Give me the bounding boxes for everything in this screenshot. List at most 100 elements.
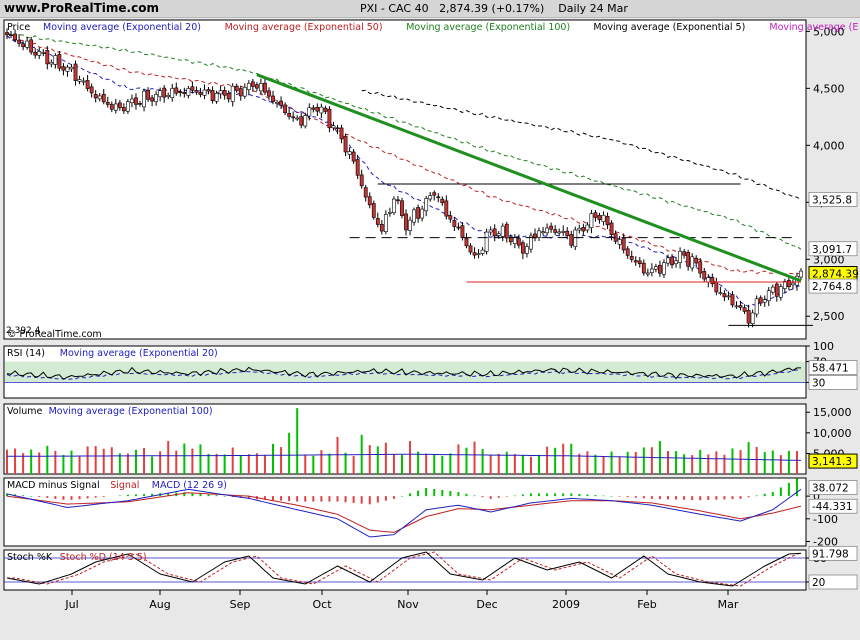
stoch-k-line <box>6 551 802 587</box>
candle-body <box>33 51 38 56</box>
macd-hist-bar <box>787 482 790 497</box>
candle-body <box>287 113 292 117</box>
chart-canvas: 2,5003,0003,5004,0004,5005,000PriceMovin… <box>3 19 859 611</box>
candle-body <box>121 107 126 112</box>
value-tag-label: 2,874.39 <box>812 269 859 281</box>
volume-bar <box>86 446 89 474</box>
candle-body <box>710 276 715 285</box>
macd-hist-bar <box>473 495 476 497</box>
candle-body <box>230 85 235 102</box>
candle-body <box>259 83 263 92</box>
candle-body <box>263 82 267 93</box>
macd-hist-bar <box>22 495 25 497</box>
candle-body <box>351 151 356 162</box>
candle-body <box>250 81 255 87</box>
value-tag-macd <box>808 480 858 495</box>
candle-body <box>484 231 489 252</box>
volume-bar <box>175 450 178 474</box>
macd-hist-bar <box>86 496 89 499</box>
candle-body <box>589 213 594 228</box>
volume-bar <box>666 451 669 474</box>
macd-hist-bar <box>288 496 291 502</box>
macd-hist-bar <box>272 496 275 501</box>
legend-entry: Moving average (Exponential 100) <box>49 406 213 417</box>
volume-bar <box>151 456 154 474</box>
ema-line <box>6 35 802 275</box>
candle-body <box>109 104 114 110</box>
volume-ma-line <box>7 453 802 461</box>
candle-body <box>488 229 493 233</box>
candle-body <box>690 256 695 269</box>
volume-bar <box>336 436 339 474</box>
macd-hist-bar <box>102 496 105 497</box>
macd-hist-bar <box>755 495 758 497</box>
volume-bar <box>457 444 460 474</box>
candle-body <box>214 92 219 102</box>
candle-body <box>508 236 513 243</box>
volume-bar <box>304 455 307 474</box>
candle-body <box>593 212 598 218</box>
macd-hist-bar <box>441 490 444 497</box>
volume-bar <box>771 450 774 474</box>
candle-body <box>45 50 50 65</box>
candle-body <box>17 39 21 44</box>
macd-hist-bar <box>296 496 299 502</box>
candle-body <box>57 54 62 69</box>
rsi-band <box>5 361 805 383</box>
macd-hist-bar <box>425 487 428 497</box>
macd-hist-bar <box>167 492 170 497</box>
macd-hist-bar <box>151 493 154 497</box>
xtick-label: Nov <box>397 598 419 611</box>
volume-bar <box>38 452 41 474</box>
volume-bar <box>328 453 331 474</box>
candle-body <box>158 90 163 98</box>
macd-hist-bar <box>449 491 452 497</box>
candle-body <box>202 89 207 96</box>
macd-hist-bar <box>723 496 726 500</box>
candle-body <box>93 94 98 99</box>
macd-hist-bar <box>570 493 573 497</box>
candle-body <box>387 211 392 214</box>
macd-hist-bar <box>336 496 339 502</box>
volume-bar <box>578 453 581 474</box>
volume-bar <box>14 448 17 474</box>
candle-body <box>496 233 501 236</box>
candle-body <box>335 127 340 130</box>
value-tag-rsi <box>808 375 858 390</box>
candle-body <box>492 228 497 237</box>
macd-hist-bar <box>417 490 420 497</box>
macd-hist-bar <box>602 495 605 497</box>
value-tag-label: 3,091.7 <box>812 244 852 256</box>
candle-body <box>37 51 42 56</box>
candle-body <box>311 107 316 110</box>
volume-bar <box>586 451 589 474</box>
macd-hist-bar <box>594 495 597 497</box>
candle-body <box>746 309 751 324</box>
panel-title-volume: Volume <box>7 406 42 417</box>
volume-bar <box>143 448 146 474</box>
ytick-label-price: 2,500 <box>813 310 845 323</box>
legend-entry: Stoch %D (14 3 5) <box>60 552 147 563</box>
panel-frame-stoch <box>3 549 807 591</box>
volume-bar <box>626 451 629 474</box>
candle-body <box>396 199 400 202</box>
candle-body <box>557 231 562 234</box>
value-tag-label: -44.331 <box>812 501 853 513</box>
legend-entry: Moving average (E <box>769 22 858 33</box>
macd-hist-bar <box>62 496 65 500</box>
macd-hist-bar <box>207 494 210 497</box>
candle-body <box>601 214 606 222</box>
macd-hist-bar <box>715 496 718 500</box>
candle-body <box>742 307 747 312</box>
legend-entry: Moving average (Exponential 100) <box>406 22 570 33</box>
candle-body <box>392 198 396 214</box>
value-tag-label: 20 <box>812 577 825 589</box>
candle-body <box>682 251 687 256</box>
candle-body <box>698 261 703 274</box>
macd-hist-bar <box>433 488 436 497</box>
value-tag-price <box>808 278 858 294</box>
macd-hist-bar <box>457 492 460 497</box>
panel-title-macd: MACD minus Signal <box>7 480 100 491</box>
ytick-label-price: 5,000 <box>813 25 845 38</box>
candle-body <box>605 215 610 226</box>
